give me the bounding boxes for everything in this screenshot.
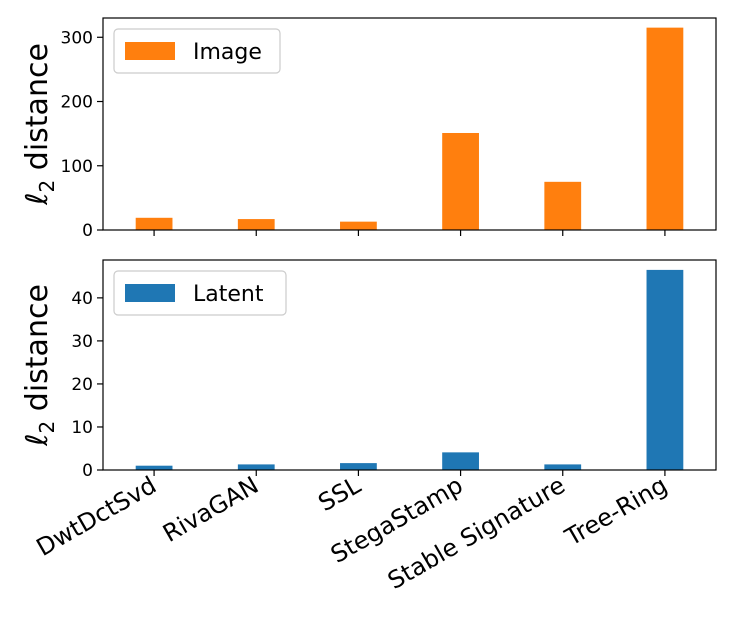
- image-legend-swatch: [125, 42, 175, 60]
- latent-bar-stable-signature: [544, 464, 582, 470]
- image-bar-ssl: [340, 221, 377, 230]
- image-y-tick-label: 0: [82, 221, 93, 241]
- latent-bar-stegastamp: [442, 452, 479, 470]
- latent-y-label-rest: distance: [20, 284, 55, 421]
- latent-y-tick-label: 10: [71, 418, 93, 438]
- x-tick-label-dwtdctsvd: DwtDctSvd: [32, 471, 161, 562]
- image-legend-label: Image: [193, 40, 262, 65]
- image-bar-dwtdctsvd: [135, 217, 173, 230]
- image-y-tick-label: 200: [61, 93, 93, 113]
- image-axes-frame: [102, 17, 717, 231]
- latent-y-ticks: 0 10 20 30 40: [71, 289, 666, 481]
- image-y-label-rest: distance: [20, 43, 55, 180]
- latent-y-tick-label: 40: [71, 289, 93, 309]
- latent-bar-rivagan: [237, 464, 275, 470]
- latent-y-tick-label: 20: [71, 375, 93, 395]
- x-tick-label-rivagan: RivaGAN: [158, 471, 263, 548]
- image-bar-stegastamp: [442, 132, 479, 230]
- image-y-axis-label: ℓ2 distance: [20, 43, 59, 206]
- image-y-label-main: ℓ: [20, 192, 55, 205]
- latent-y-label-sub: 2: [35, 421, 59, 434]
- image-y-ticks: 0 100 200 300: [61, 28, 666, 241]
- image-bar-rivagan: [237, 219, 275, 230]
- x-tick-label-tree-ring: Tree-Ring: [560, 471, 672, 552]
- latent-axes-frame: [102, 259, 717, 471]
- latent-legend: Latent: [113, 270, 287, 316]
- image-legend-box: [113, 28, 281, 74]
- latent-y-tick-label: 30: [71, 332, 93, 352]
- x-tick-label-stable-signature: Stable Signature: [383, 471, 570, 595]
- latent-y-axis-label: ℓ2 distance: [20, 284, 59, 447]
- image-bar-stable-signature: [544, 181, 582, 230]
- image-bar-tree-ring: [646, 27, 684, 230]
- image-bars: [135, 27, 684, 230]
- latent-legend-swatch: [125, 284, 175, 302]
- image-distance-panel: 0 100 200 300 ℓ2 distance Image: [20, 17, 717, 241]
- latent-legend-box: [113, 270, 287, 316]
- image-y-tick-label: 300: [61, 28, 93, 48]
- latent-bar-tree-ring: [646, 269, 684, 470]
- latent-legend-label: Latent: [193, 282, 264, 307]
- latent-y-label-main: ℓ: [20, 433, 55, 446]
- latent-y-tick-label: 0: [82, 461, 93, 481]
- image-y-tick-label: 100: [61, 157, 93, 177]
- image-y-label-sub: 2: [35, 180, 59, 193]
- latent-bar-dwtdctsvd: [135, 465, 173, 470]
- x-tick-label-ssl: SSL: [313, 471, 366, 517]
- latent-bars: [135, 269, 684, 470]
- latent-bar-ssl: [340, 463, 377, 470]
- image-legend: Image: [113, 28, 281, 74]
